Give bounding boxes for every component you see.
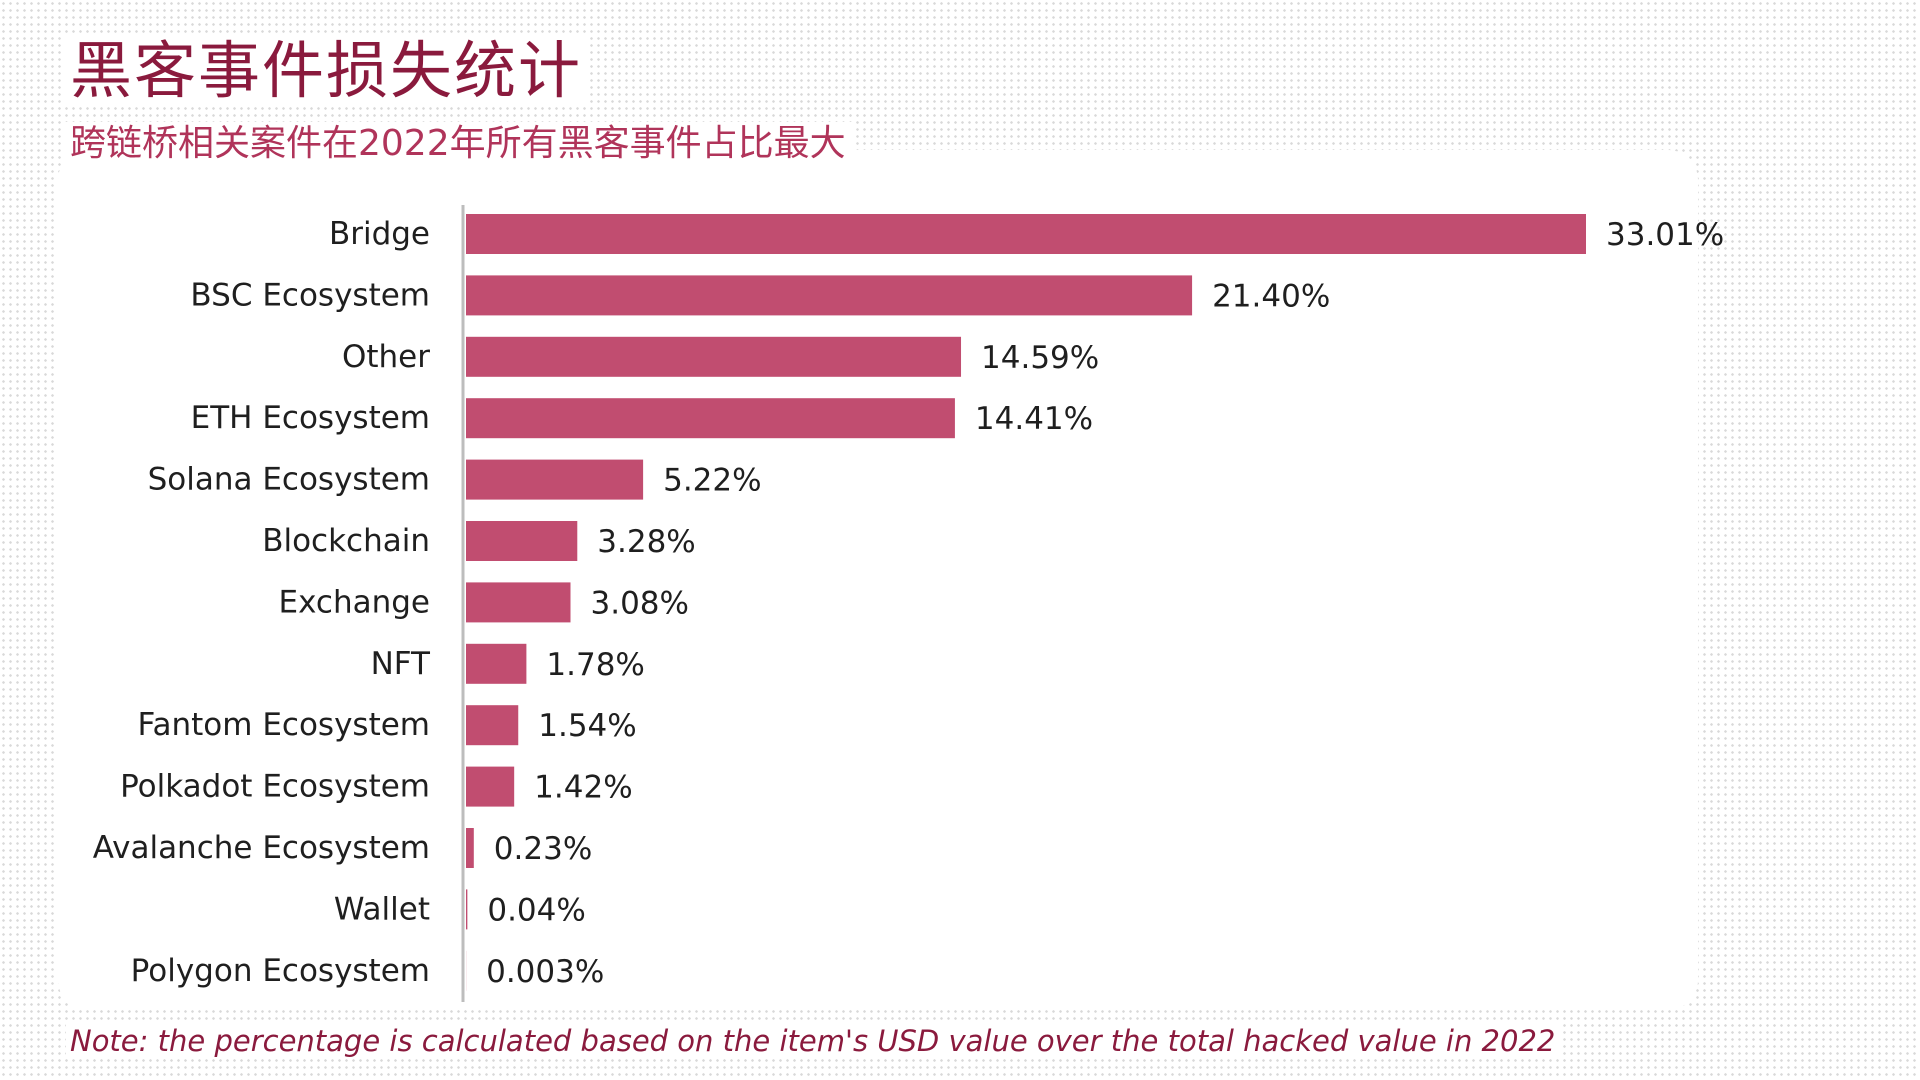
bar-fantom-ecosystem xyxy=(466,705,519,746)
category-label-blockchain: Blockchain xyxy=(262,523,430,559)
category-label-solana-ecosystem: Solana Ecosystem xyxy=(148,462,430,498)
category-label-other: Other xyxy=(342,339,430,375)
value-label-polkadot-ecosystem: 1.42% xyxy=(534,770,632,806)
value-label-solana-ecosystem: 5.22% xyxy=(663,463,761,499)
value-label-polygon-ecosystem: 0.003% xyxy=(486,954,604,990)
bar-polkadot-ecosystem xyxy=(466,766,515,807)
bar-solana-ecosystem xyxy=(466,459,644,500)
bar-blockchain xyxy=(466,521,578,561)
category-label-bsc-ecosystem: BSC Ecosystem xyxy=(190,277,430,313)
category-label-exchange: Exchange xyxy=(279,584,430,620)
bar-exchange xyxy=(466,582,571,623)
category-label-nft: NFT xyxy=(371,646,431,682)
chart-subtitle: 跨链桥相关案件在2022年所有黑客事件占比最大 xyxy=(64,122,852,166)
category-label-fantom-ecosystem: Fantom Ecosystem xyxy=(138,707,430,743)
category-label-eth-ecosystem: ETH Ecosystem xyxy=(191,400,430,436)
category-label-wallet: Wallet xyxy=(334,891,430,927)
value-label-eth-ecosystem: 14.41% xyxy=(975,401,1093,437)
bar-other xyxy=(466,336,962,377)
value-label-fantom-ecosystem: 1.54% xyxy=(538,708,636,744)
category-label-avalanche-ecosystem: Avalanche Ecosystem xyxy=(93,830,430,866)
bar-nft xyxy=(466,643,527,684)
bar-bsc-ecosystem xyxy=(466,275,1193,316)
value-label-blockchain: 3.28% xyxy=(597,524,695,560)
bar-wallet xyxy=(466,889,468,930)
chart-title: 黑客事件损失统计 xyxy=(64,36,589,106)
footnote: Note: the percentage is calculated based… xyxy=(66,1024,1560,1058)
bar-avalanche-ecosystem xyxy=(466,828,474,868)
value-label-bridge: 33.01% xyxy=(1606,217,1724,253)
category-label-polkadot-ecosystem: Polkadot Ecosystem xyxy=(120,769,430,805)
value-label-avalanche-ecosystem: 0.23% xyxy=(494,831,592,867)
bars-layer: Bridge 33.01% BSC Ecosystem 21.40% Other 14.5… xyxy=(93,214,1724,991)
value-label-other: 14.59% xyxy=(981,340,1099,376)
value-label-exchange: 3.08% xyxy=(591,585,689,621)
value-label-nft: 1.78% xyxy=(546,647,644,683)
category-label-bridge: Bridge xyxy=(329,216,430,252)
category-label-polygon-ecosystem: Polygon Ecosystem xyxy=(131,953,430,989)
value-label-bsc-ecosystem: 21.40% xyxy=(1212,278,1330,314)
value-label-wallet: 0.04% xyxy=(487,892,585,928)
bar-bridge xyxy=(466,214,1586,254)
bar-eth-ecosystem xyxy=(466,398,955,439)
